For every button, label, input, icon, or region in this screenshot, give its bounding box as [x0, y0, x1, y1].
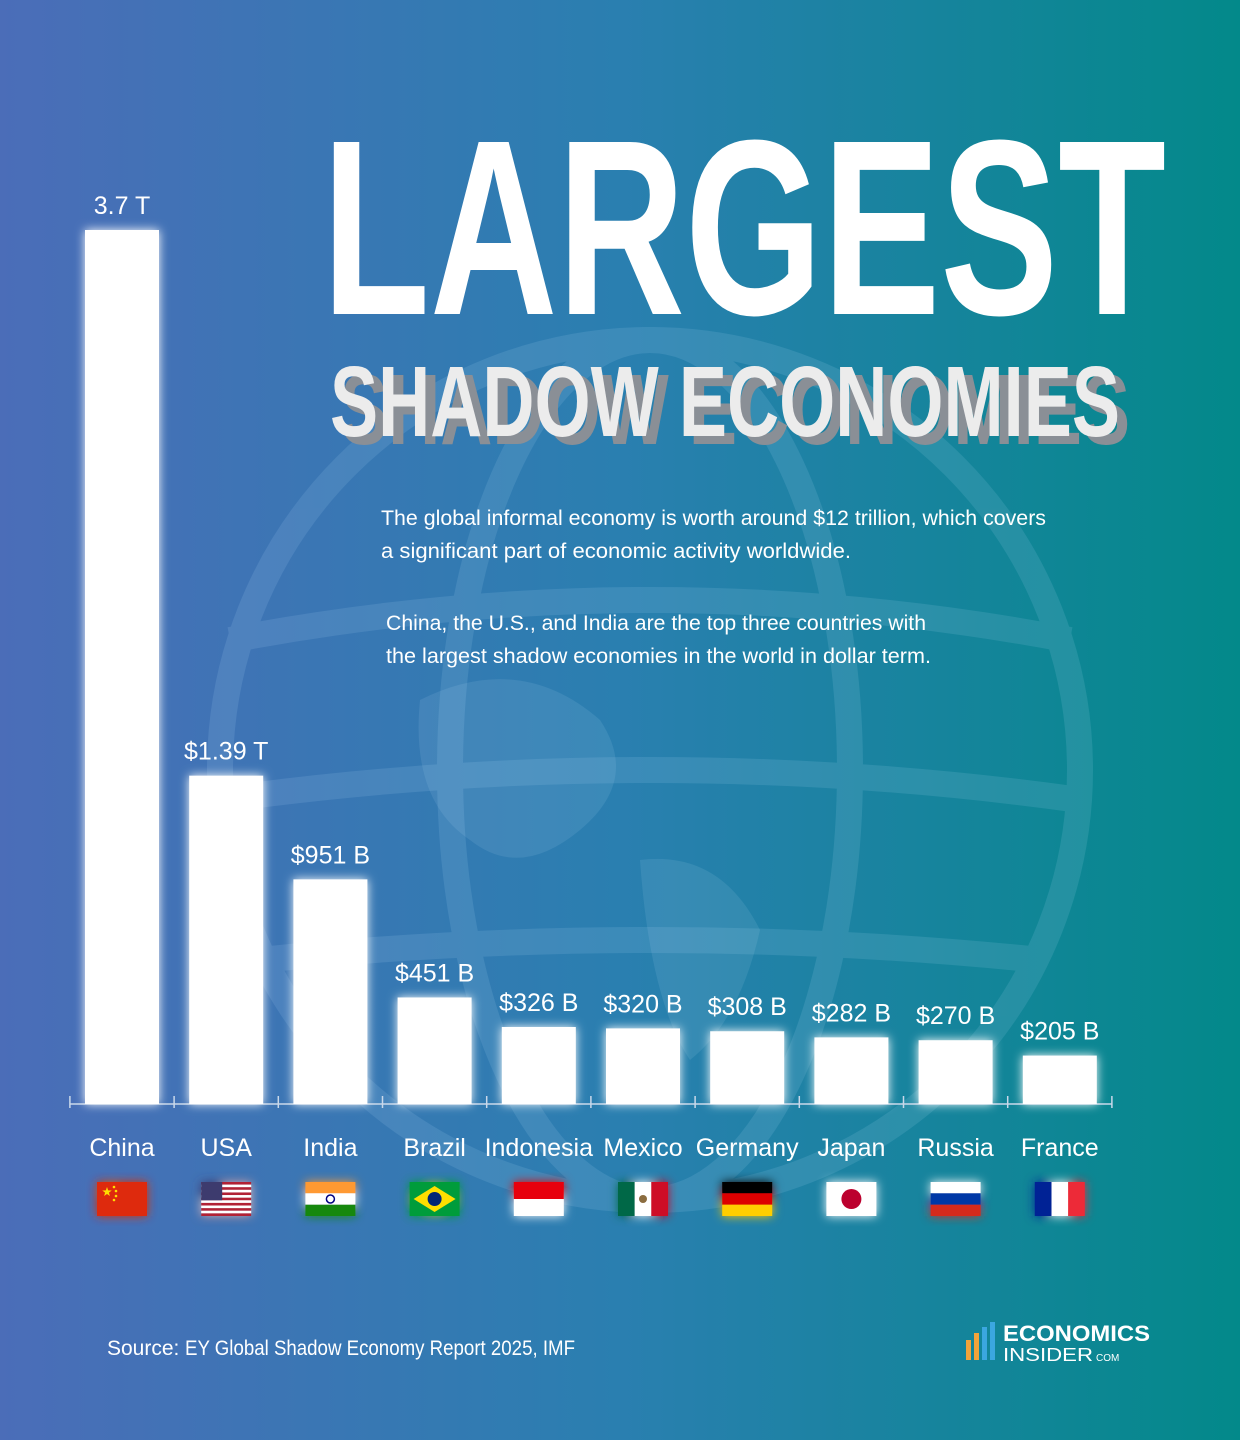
logo: ECONOMICS INSIDER COM: [966, 1321, 1150, 1365]
logo-bar: [982, 1327, 987, 1360]
flag-part: [201, 1200, 252, 1203]
flag-part: [112, 1198, 116, 1202]
flag-part: [201, 1202, 252, 1206]
x-tick-label: China: [89, 1134, 154, 1162]
value-label: $320 B: [603, 990, 682, 1018]
x-tick-label: USA: [200, 1134, 252, 1162]
x-tick-label: Japan: [817, 1134, 885, 1162]
flag: [409, 1182, 460, 1216]
x-tick-label: Mexico: [603, 1134, 682, 1162]
flag-part: [112, 1185, 116, 1189]
description-line: China, the U.S., and India are the top t…: [386, 612, 926, 635]
flag-part: [201, 1195, 252, 1198]
flag-part: [427, 1192, 442, 1206]
logo-text: INSIDER: [1003, 1345, 1093, 1365]
flag-part: [201, 1205, 252, 1209]
flag-part: [201, 1189, 252, 1193]
flag-part: [201, 1184, 252, 1188]
flag-part: [722, 1193, 773, 1205]
flag-part: [639, 1195, 647, 1203]
flag-part: [201, 1187, 252, 1190]
value-label: $951 B: [291, 841, 370, 869]
flag-part: [513, 1199, 564, 1216]
x-tick-label: Brazil: [403, 1134, 466, 1162]
flag: [305, 1182, 356, 1216]
flag: [201, 1182, 252, 1216]
value-label: $270 B: [916, 1002, 995, 1030]
logo-text: ECONOMICS: [1003, 1321, 1150, 1346]
flag: [826, 1182, 877, 1216]
flag-part: [102, 1187, 112, 1197]
flag: [97, 1182, 147, 1216]
bar: [189, 775, 264, 1104]
bar: [606, 1028, 680, 1104]
flag-part: [114, 1194, 118, 1198]
flag: [930, 1182, 981, 1216]
bar: [814, 1037, 889, 1104]
flag-part: [1068, 1182, 1085, 1216]
value-label: $205 B: [1020, 1018, 1099, 1046]
bar: [85, 230, 159, 1104]
flag-part: [305, 1182, 356, 1194]
flag: [722, 1182, 773, 1216]
flag-part: [722, 1204, 773, 1216]
flag-part: [325, 1194, 336, 1204]
flag-part: [930, 1182, 981, 1194]
chart-subtitle: SHADOW ECONOMIES: [330, 346, 1120, 458]
value-label: $1.39 T: [184, 738, 268, 766]
value-label: $451 B: [395, 959, 474, 987]
flag-part: [305, 1204, 356, 1216]
flag-part: [201, 1182, 223, 1201]
bar: [397, 997, 472, 1104]
globe-land: [418, 679, 760, 1060]
value-label: $282 B: [812, 999, 891, 1027]
x-tick-label: Germany: [696, 1134, 799, 1162]
x-tick-label: France: [1021, 1134, 1099, 1162]
flag-part: [201, 1192, 252, 1196]
flag-part: [618, 1182, 635, 1216]
bar: [501, 1026, 576, 1104]
subtitle-shadow: SHADOW ECONOMIES: [340, 354, 1130, 466]
value-label: $308 B: [708, 993, 787, 1021]
description-line: a significant part of economic activity …: [381, 540, 851, 563]
x-tick-label: Russia: [917, 1134, 994, 1162]
flag: [513, 1182, 564, 1216]
flag-part: [201, 1213, 252, 1216]
flag: [1034, 1182, 1085, 1216]
logo-text: COM: [1096, 1353, 1119, 1364]
description-line: The global informal economy is worth aro…: [381, 507, 1046, 530]
bar: [293, 879, 368, 1104]
description-line: the largest shadow economies in the worl…: [386, 645, 931, 668]
flag-part: [841, 1189, 862, 1209]
flag-part: [930, 1204, 981, 1216]
logo-bar: [966, 1340, 971, 1360]
flag-part: [513, 1182, 564, 1199]
value-label: 3.7 T: [94, 192, 151, 220]
flag-part: [201, 1210, 252, 1214]
value-label: $326 B: [499, 989, 578, 1017]
x-tick-label: Indonesia: [485, 1134, 594, 1162]
logo-bar: [990, 1322, 995, 1360]
flag-part: [651, 1182, 668, 1216]
flag-part: [97, 1182, 147, 1216]
flag-part: [114, 1189, 118, 1193]
logo-bar: [974, 1333, 979, 1360]
flag-part: [930, 1193, 981, 1205]
bar: [1022, 1055, 1097, 1104]
flag-part: [305, 1193, 356, 1205]
x-tick-label: India: [303, 1134, 357, 1162]
bar: [918, 1040, 993, 1104]
flag-part: [722, 1182, 773, 1194]
flag-part: [1051, 1182, 1069, 1216]
bar: [710, 1031, 785, 1104]
source-label: Source:: [107, 1337, 179, 1360]
chart-title: LARGEST: [322, 88, 1166, 367]
flag-part: [1034, 1182, 1052, 1216]
flag: [618, 1182, 668, 1216]
flag-part: [201, 1208, 252, 1211]
flag-part: [201, 1182, 252, 1185]
source: EY Global Shadow Economy Report 2025, IM…: [185, 1337, 575, 1360]
flag-part: [201, 1197, 252, 1201]
